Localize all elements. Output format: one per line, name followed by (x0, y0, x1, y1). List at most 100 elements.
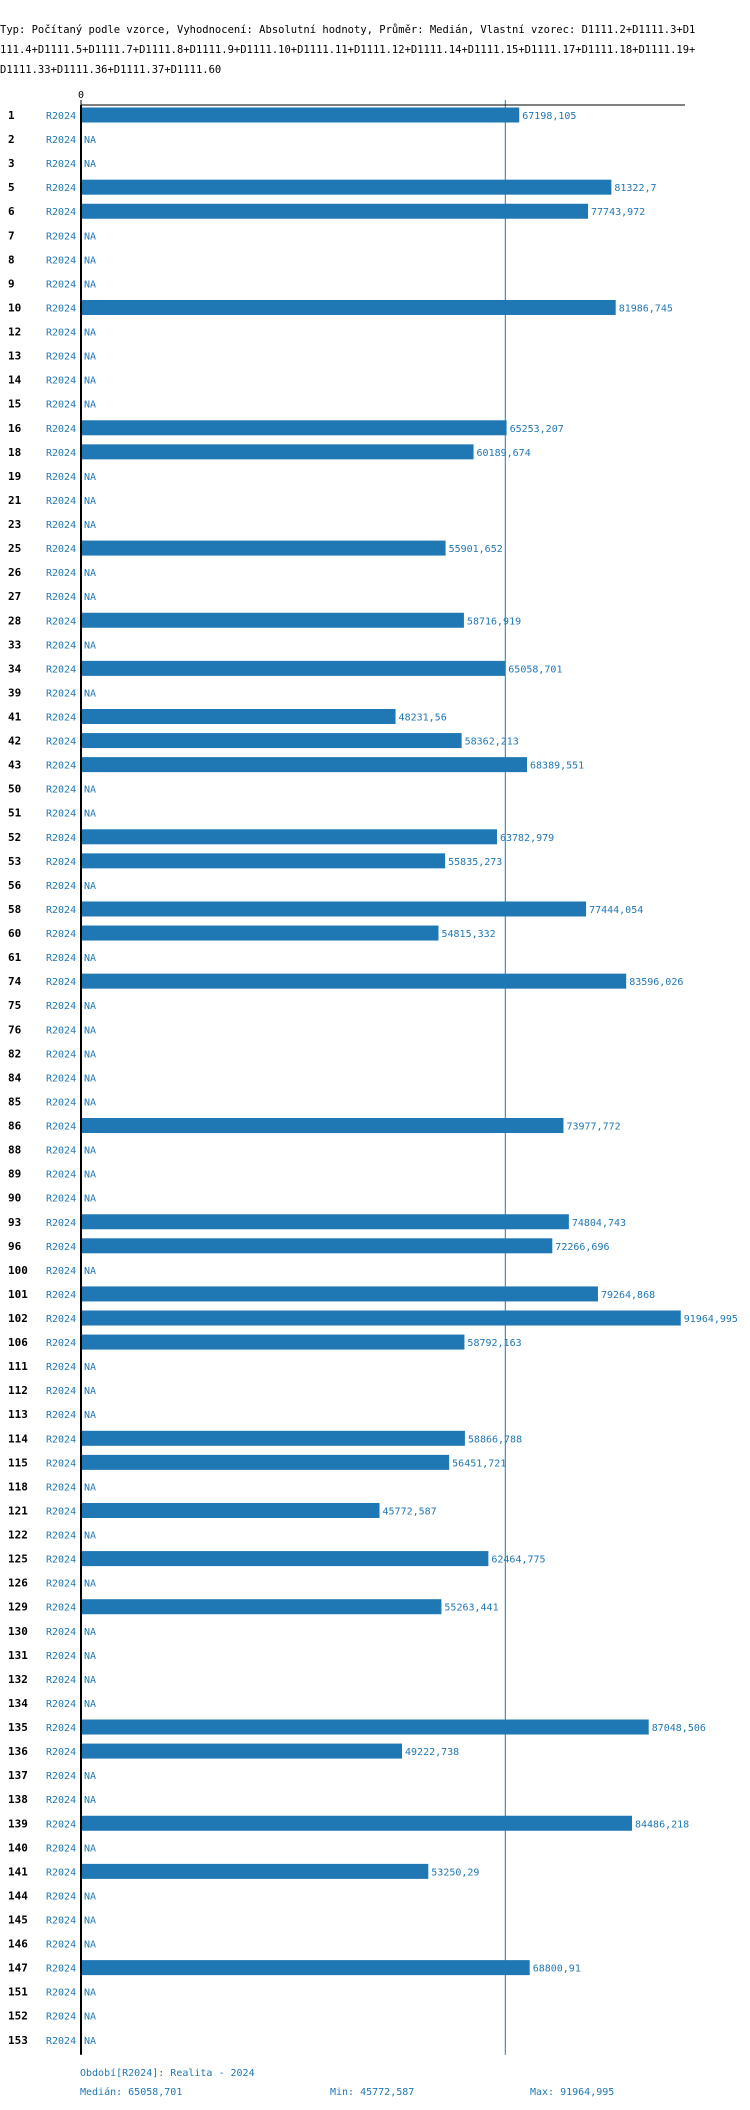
period-label: R2024 (46, 953, 76, 964)
bar (81, 1815, 632, 1831)
na-label: NA (84, 881, 96, 892)
row-label: 18 (8, 446, 21, 459)
row-label: 84 (8, 1071, 22, 1084)
row-label: 14 (8, 374, 22, 387)
row-label: 136 (8, 1745, 28, 1758)
period-label: R2024 (46, 1867, 76, 1878)
period-label: R2024 (46, 1891, 76, 1902)
period-label: R2024 (46, 1843, 76, 1854)
row-label: 121 (8, 1504, 28, 1517)
na-label: NA (84, 953, 96, 964)
row-label: 139 (8, 1817, 28, 1830)
na-label: NA (84, 1771, 96, 1782)
period-label: R2024 (46, 713, 76, 724)
period-label: R2024 (46, 1290, 76, 1301)
period-label: R2024 (46, 424, 76, 435)
row-label: 88 (8, 1144, 21, 1157)
na-label: NA (84, 1482, 96, 1493)
period-label: R2024 (46, 544, 76, 555)
data-label: 87048,506 (652, 1723, 706, 1734)
bar (81, 1238, 553, 1254)
data-label: 55263,441 (444, 1603, 498, 1614)
period-label: R2024 (46, 496, 76, 507)
period-label: R2024 (46, 2036, 76, 2047)
row-label: 3 (8, 157, 15, 170)
na-label: NA (84, 520, 96, 531)
data-label: 62464,775 (491, 1555, 545, 1566)
row-label: 58 (8, 903, 21, 916)
bar (81, 203, 589, 219)
na-label: NA (84, 1194, 96, 1205)
period-label: R2024 (46, 857, 76, 868)
period-label: R2024 (46, 1314, 76, 1325)
row-label: 106 (8, 1336, 28, 1349)
period-label: R2024 (46, 809, 76, 820)
data-label: 49222,738 (405, 1747, 459, 1758)
row-label: 60 (8, 927, 21, 940)
data-label: 68800,91 (533, 1964, 581, 1975)
period-label: R2024 (46, 1410, 76, 1421)
period-label: R2024 (46, 1434, 76, 1445)
row-label: 100 (8, 1264, 28, 1277)
data-label: 58792,163 (467, 1338, 521, 1349)
period-label: R2024 (46, 376, 76, 387)
period-label: R2024 (46, 905, 76, 916)
na-label: NA (84, 279, 96, 290)
row-label: 131 (8, 1649, 28, 1662)
na-label: NA (84, 1916, 96, 1927)
row-label: 111 (8, 1360, 28, 1373)
bar (81, 540, 446, 556)
row-label: 138 (8, 1793, 28, 1806)
na-label: NA (84, 472, 96, 483)
na-label: NA (84, 1531, 96, 1542)
data-label: 79264,868 (601, 1290, 655, 1301)
na-label: NA (84, 1410, 96, 1421)
bar (81, 1286, 598, 1302)
na-label: NA (84, 1266, 96, 1277)
row-label: 41 (8, 711, 22, 724)
bar (81, 1334, 465, 1350)
na-label: NA (84, 2012, 96, 2023)
row-label: 33 (8, 638, 21, 651)
data-label: 53250,29 (431, 1867, 479, 1878)
row-label: 26 (8, 566, 22, 579)
bar (81, 1430, 465, 1446)
period-label: R2024 (46, 785, 76, 796)
na-label: NA (84, 1146, 96, 1157)
period-label: R2024 (46, 737, 76, 748)
data-label: 72266,696 (555, 1242, 609, 1253)
period-label: R2024 (46, 688, 76, 699)
row-label: 93 (8, 1216, 21, 1229)
na-label: NA (84, 1579, 96, 1590)
period-label: R2024 (46, 303, 76, 314)
row-label: 27 (8, 590, 21, 603)
data-label: 45772,587 (383, 1506, 437, 1517)
data-label: 56451,721 (452, 1458, 506, 1469)
data-label: 54815,332 (441, 929, 495, 940)
period-label: R2024 (46, 183, 76, 194)
row-label: 51 (8, 807, 22, 820)
period-label: R2024 (46, 1603, 76, 1614)
bar (81, 179, 612, 195)
na-label: NA (84, 1025, 96, 1036)
bar (81, 757, 528, 773)
row-label: 115 (8, 1456, 28, 1469)
na-label: NA (84, 400, 96, 411)
row-label: 6 (8, 205, 15, 218)
row-label: 135 (8, 1721, 28, 1734)
data-label: 58362,213 (465, 737, 519, 748)
na-label: NA (84, 1699, 96, 1710)
row-label: 8 (8, 253, 15, 266)
na-label: NA (84, 255, 96, 266)
row-label: 52 (8, 831, 21, 844)
data-label: 68389,551 (530, 761, 584, 772)
bar (81, 1310, 681, 1326)
row-label: 126 (8, 1577, 28, 1590)
row-label: 90 (8, 1192, 21, 1205)
period-label: R2024 (46, 328, 76, 339)
row-label: 39 (8, 686, 21, 699)
data-label: 73977,772 (566, 1122, 620, 1133)
footer-min: Min: 45772,587 (330, 2087, 415, 2098)
period-label: R2024 (46, 1001, 76, 1012)
data-label: 83596,026 (629, 977, 683, 988)
